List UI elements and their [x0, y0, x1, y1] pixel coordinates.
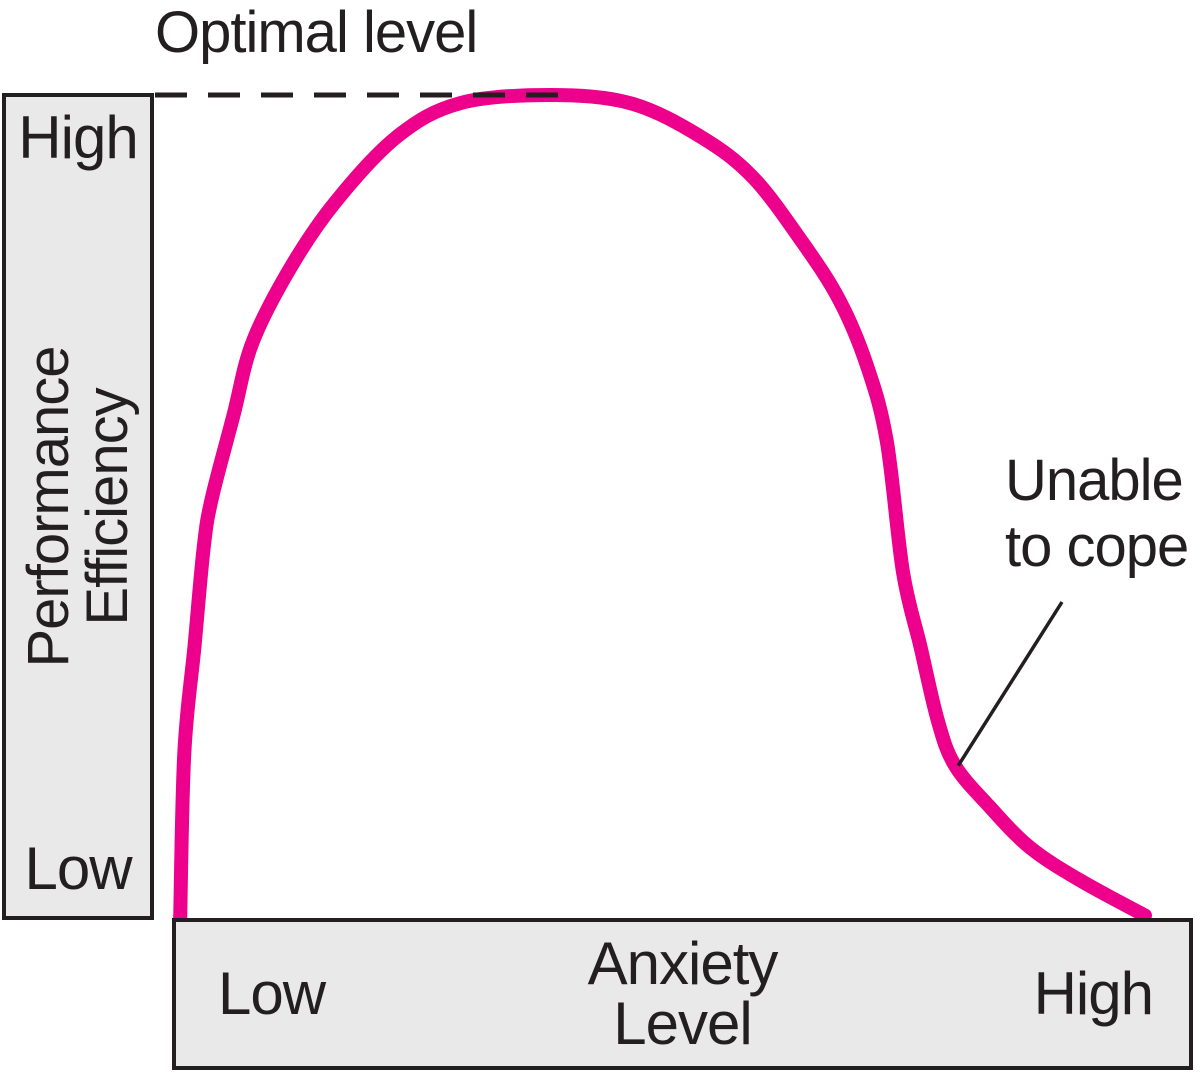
- x-axis-high-label: High: [1033, 960, 1154, 1027]
- y-axis-high-label: High: [18, 104, 138, 171]
- unable-to-cope-line2: to cope: [1005, 514, 1189, 579]
- y-axis-low-label: Low: [24, 835, 132, 902]
- unable-to-cope-pointer-line: [956, 601, 1064, 767]
- y-axis-box: High Performance Efficiency Low: [2, 93, 154, 920]
- x-axis-title-line2: Level: [613, 990, 752, 1057]
- x-axis-title-line1: Anxiety: [587, 930, 779, 997]
- unable-to-cope-line1: Unable: [1005, 448, 1184, 513]
- performance-curve: [173, 87, 1152, 925]
- x-axis-title: Anxiety Level: [587, 930, 779, 1057]
- x-axis-low-label: Low: [218, 960, 326, 1027]
- y-axis-title-line2: Efficiency: [75, 387, 140, 626]
- y-axis-title-line1: Performance: [16, 345, 81, 668]
- x-axis-box: Low Anxiety Level High: [172, 918, 1193, 1070]
- y-axis-title: Performance Efficiency: [16, 345, 140, 668]
- optimal-level-label: Optimal level: [155, 0, 478, 65]
- unable-to-cope-label: Unable to cope: [1005, 448, 1189, 580]
